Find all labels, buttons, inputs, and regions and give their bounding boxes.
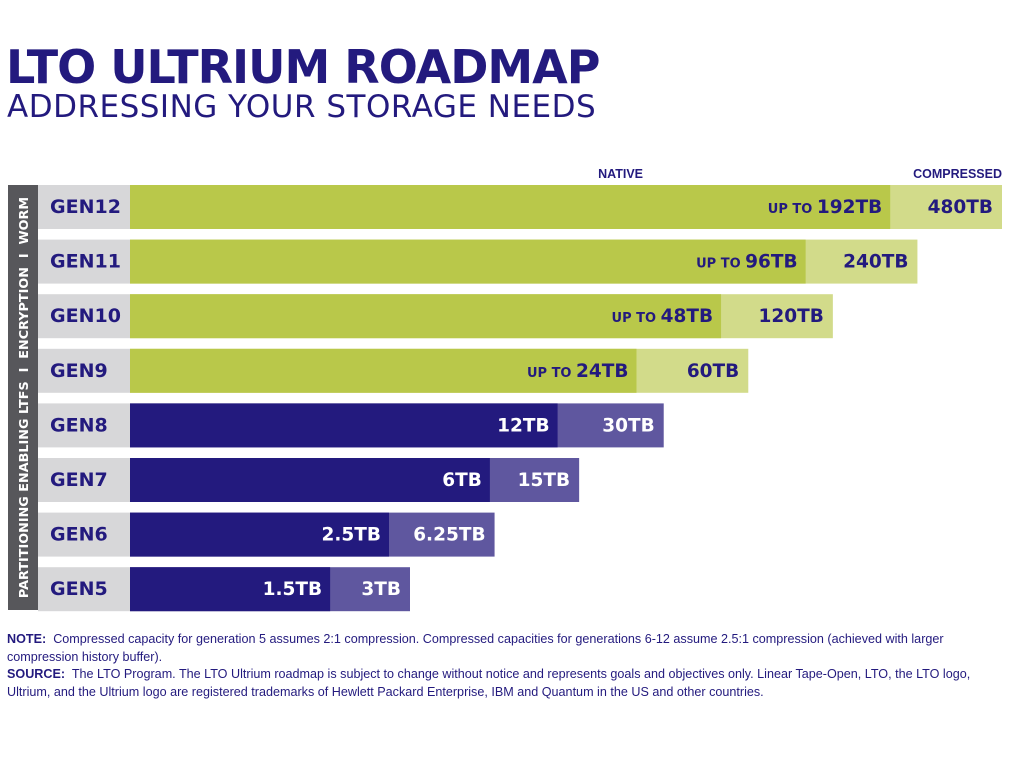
side-band-label: PARTITIONING ENABLING LTFS I ENCRYPTION … bbox=[17, 197, 32, 598]
native-bar-gen6 bbox=[130, 512, 389, 557]
side-band: PARTITIONING ENABLING LTFS I ENCRYPTION … bbox=[8, 185, 38, 610]
native-value-number: 12TB bbox=[497, 415, 549, 436]
category-label-gen8: GEN8 bbox=[50, 414, 108, 436]
native-value-gen5: 1.5TB bbox=[263, 579, 323, 600]
compressed-value-gen5: 3TB bbox=[361, 579, 401, 600]
page-title: LTO ULTRIUM ROADMAP bbox=[6, 40, 600, 94]
native-value-gen8: 12TB bbox=[497, 415, 549, 436]
compressed-value-gen8: 30TB bbox=[602, 415, 654, 436]
page-subtitle: ADDRESSING YOUR STORAGE NEEDS bbox=[7, 89, 597, 125]
category-box-gen8 bbox=[38, 403, 130, 448]
native-value-number: 48TB bbox=[661, 306, 713, 327]
category-label-gen11: GEN11 bbox=[50, 251, 121, 273]
legend-native: NATIVE bbox=[598, 167, 643, 181]
footnotes: NOTE: Compressed capacity for generation… bbox=[7, 631, 1003, 701]
source-label: SOURCE: bbox=[7, 667, 66, 682]
category-label-gen6: GEN6 bbox=[50, 524, 108, 546]
up-to-prefix: UP TO bbox=[768, 202, 817, 217]
category-label-gen10: GEN10 bbox=[50, 305, 121, 327]
native-value-number: 1.5TB bbox=[263, 579, 323, 600]
up-to-prefix: UP TO bbox=[696, 257, 745, 272]
bars-group: GEN12 480TB UP TO 192TB GEN11 240TB UP TO 96T… bbox=[38, 185, 1002, 612]
category-box-gen7 bbox=[38, 458, 130, 502]
native-value-gen6: 2.5TB bbox=[321, 525, 381, 546]
native-value-number: 2.5TB bbox=[321, 525, 381, 546]
native-value-gen12: UP TO 192TB bbox=[768, 197, 882, 218]
category-box-gen5 bbox=[38, 567, 130, 612]
native-bar-gen9 bbox=[130, 348, 637, 393]
native-value-number: 96TB bbox=[745, 252, 797, 273]
compressed-value-gen12: 480TB bbox=[928, 197, 993, 218]
native-value-number: 24TB bbox=[576, 361, 628, 382]
category-label-gen12: GEN12 bbox=[50, 196, 121, 218]
side-band-background bbox=[8, 185, 38, 610]
native-bar-gen7 bbox=[130, 458, 490, 502]
source-text: The LTO Program. The LTO Ultrium roadmap… bbox=[7, 667, 971, 699]
native-value-gen11: UP TO 96TB bbox=[696, 252, 798, 273]
category-box-gen6 bbox=[38, 512, 130, 557]
native-bar-gen10 bbox=[130, 294, 722, 339]
compressed-value-gen9: 60TB bbox=[687, 361, 739, 382]
category-label-gen7: GEN7 bbox=[50, 469, 108, 491]
native-bar-gen8 bbox=[130, 403, 558, 448]
native-value-number: 192TB bbox=[817, 197, 882, 218]
up-to-prefix: UP TO bbox=[527, 366, 576, 381]
note-text: Compressed capacity for generation 5 ass… bbox=[7, 632, 944, 664]
category-box-gen12 bbox=[38, 185, 130, 229]
source-paragraph: SOURCE: The LTO Program. The LTO Ultrium… bbox=[7, 666, 1003, 701]
native-bar-gen11 bbox=[130, 239, 806, 284]
up-to-prefix: UP TO bbox=[612, 311, 661, 326]
native-bar-gen5 bbox=[130, 567, 331, 612]
compressed-value-gen10: 120TB bbox=[759, 306, 824, 327]
compressed-value-gen7: 15TB bbox=[518, 470, 570, 491]
category-label-gen5: GEN5 bbox=[50, 578, 108, 600]
legend: NATIVE COMPRESSED bbox=[598, 167, 1002, 181]
note-paragraph: NOTE: Compressed capacity for generation… bbox=[7, 631, 1003, 666]
native-value-gen7: 6TB bbox=[442, 470, 482, 491]
category-box-gen11 bbox=[38, 239, 130, 284]
native-value-gen9: UP TO 24TB bbox=[527, 361, 629, 382]
category-box-gen10 bbox=[38, 294, 130, 339]
note-label: NOTE: bbox=[7, 632, 47, 646]
category-box-gen9 bbox=[38, 348, 130, 393]
compressed-value-gen6: 6.25TB bbox=[413, 525, 485, 546]
compressed-value-gen11: 240TB bbox=[843, 252, 908, 273]
legend-compressed: COMPRESSED bbox=[913, 167, 1002, 181]
category-label-gen9: GEN9 bbox=[50, 360, 108, 382]
native-value-number: 6TB bbox=[442, 470, 482, 491]
native-bar-gen12 bbox=[130, 185, 891, 229]
native-value-gen10: UP TO 48TB bbox=[612, 306, 714, 327]
